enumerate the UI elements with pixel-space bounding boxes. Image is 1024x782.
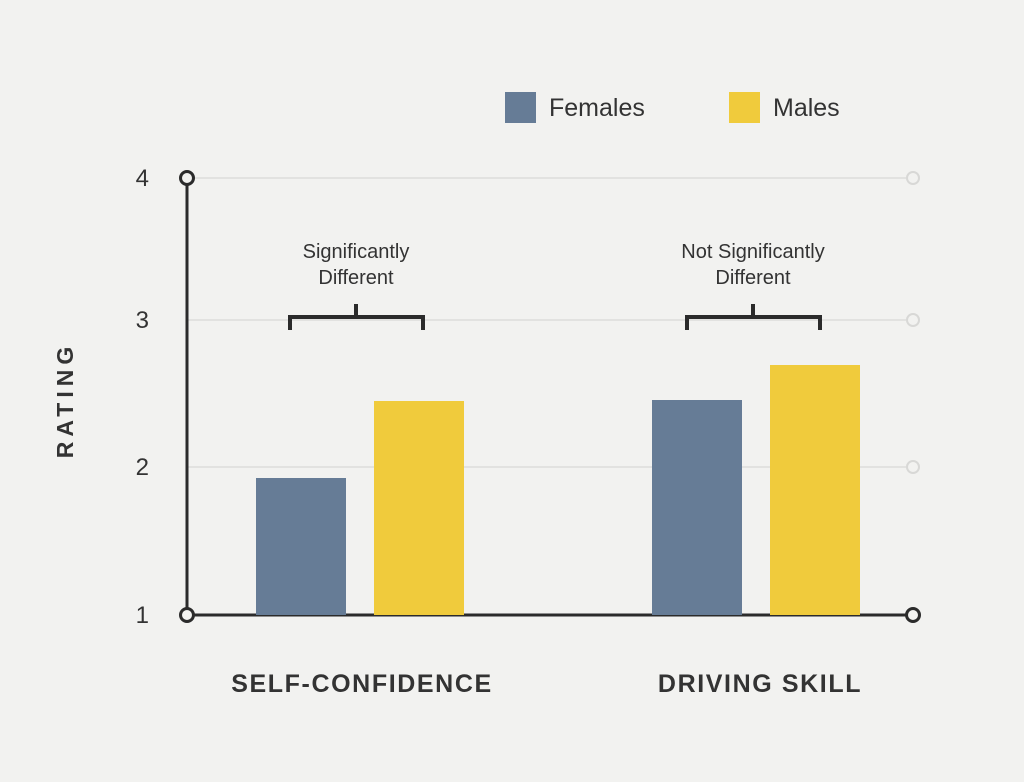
svg-text:Not Significantly: Not Significantly <box>681 241 824 263</box>
svg-text:RATING: RATING <box>52 342 78 458</box>
svg-text:DRIVING SKILL: DRIVING SKILL <box>658 670 862 698</box>
svg-text:2: 2 <box>136 454 149 481</box>
svg-text:1: 1 <box>136 602 149 629</box>
svg-text:SELF-CONFIDENCE: SELF-CONFIDENCE <box>231 670 493 698</box>
svg-text:Males: Males <box>773 94 840 122</box>
svg-text:3: 3 <box>136 307 149 334</box>
svg-text:Significantly: Significantly <box>303 241 410 263</box>
svg-text:Different: Different <box>715 267 791 289</box>
svg-text:4: 4 <box>136 165 149 192</box>
svg-text:Females: Females <box>549 94 645 122</box>
svg-text:Different: Different <box>318 267 394 289</box>
